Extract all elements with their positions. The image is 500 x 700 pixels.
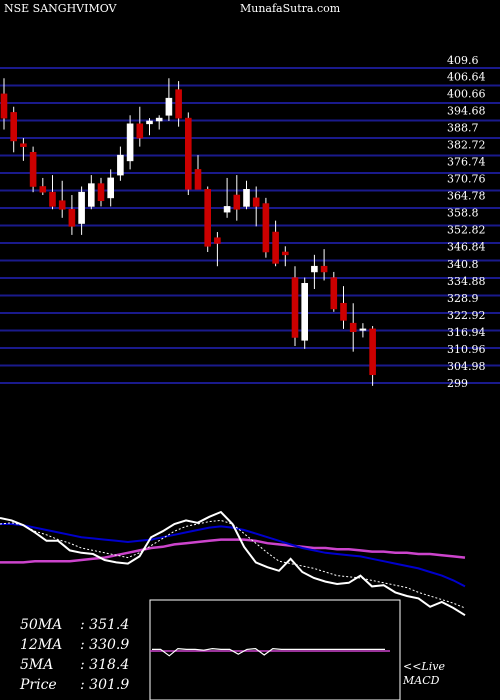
y-tick-label: 409.6	[447, 54, 479, 67]
ma-long-line	[0, 538, 466, 564]
y-tick-label: 400.66	[447, 87, 486, 100]
ma-mid-line	[0, 523, 466, 588]
bull-candle	[88, 183, 95, 207]
site-watermark: MunafaSutra.com	[240, 2, 341, 15]
y-tick-label: 364.78	[447, 190, 486, 203]
ma-row: 5MA : 318.4	[20, 657, 129, 673]
y-tick-label: 388.7	[447, 122, 479, 135]
bear-candle	[291, 277, 299, 338]
bear-candle	[10, 112, 17, 142]
y-tick-label: 304.98	[447, 360, 486, 373]
y-tick-label: 394.68	[447, 104, 486, 117]
bear-candle	[320, 265, 328, 273]
bull-candle	[243, 189, 250, 207]
bear-candle	[369, 328, 376, 376]
ma-value: : 318.4	[80, 657, 130, 673]
bear-candle	[20, 143, 27, 147]
bull-candle	[107, 177, 114, 199]
bull-candle	[78, 191, 85, 224]
bear-candle	[49, 191, 56, 207]
ma-short-line	[0, 519, 466, 609]
y-tick-label: 316.94	[447, 326, 486, 339]
y-tick-label: 299	[447, 377, 468, 390]
bull-candle	[126, 123, 134, 162]
bull-candle	[165, 97, 173, 116]
y-tick-label: 382.72	[447, 139, 486, 152]
bear-candle	[204, 189, 211, 247]
bull-candle	[311, 265, 318, 273]
y-tick-label: 358.8	[447, 207, 479, 220]
bear-candle	[349, 322, 357, 333]
bear-candle	[233, 194, 241, 210]
symbol-title: NSE SANGHVIMOV	[4, 2, 117, 15]
price-line	[0, 510, 466, 617]
bear-candle	[0, 93, 8, 119]
bear-candle	[262, 203, 270, 253]
macd-line	[152, 647, 385, 657]
bear-candle	[194, 169, 202, 190]
ma-value: : 330.9	[80, 637, 130, 653]
bull-candle	[146, 120, 153, 125]
bear-candle	[39, 186, 47, 193]
y-tick-label: 310.96	[447, 343, 486, 356]
bear-candle	[340, 302, 347, 321]
ma-label: 12MA	[20, 637, 63, 653]
bear-candle	[58, 200, 66, 210]
bear-candle	[29, 152, 37, 187]
bull-candle	[359, 328, 367, 331]
y-tick-label: 340.8	[447, 258, 479, 271]
bear-candle	[252, 197, 260, 207]
bear-candle	[330, 277, 338, 310]
ma-row: Price : 301.9	[20, 677, 129, 693]
ma-row: 12MA : 330.9	[20, 637, 129, 653]
bull-candle	[301, 283, 309, 341]
y-tick-label: 346.84	[447, 241, 486, 254]
y-tick-label: 352.82	[447, 224, 486, 237]
y-tick-label: 370.76	[447, 173, 486, 186]
bear-candle	[68, 208, 76, 227]
macd-label: MACD	[403, 674, 440, 687]
ma-label: Price	[20, 677, 57, 693]
bear-candle	[136, 123, 144, 139]
bear-candle	[97, 183, 105, 202]
bear-candle	[281, 251, 289, 256]
bull-candle	[155, 117, 163, 122]
y-tick-label: 406.64	[447, 70, 486, 83]
ma-value: : 301.9	[80, 677, 130, 693]
ma-value: : 351.4	[80, 617, 130, 633]
bear-candle	[185, 117, 192, 190]
ma-label: 50MA	[20, 617, 63, 633]
ma-row: 50MA : 351.4	[20, 617, 129, 633]
live-label: <<Live	[403, 660, 445, 673]
y-tick-label: 334.88	[447, 275, 486, 288]
bear-candle	[272, 231, 279, 264]
bull-candle	[117, 154, 124, 176]
bull-candle	[223, 206, 231, 213]
ma-label: 5MA	[20, 657, 54, 673]
y-tick-label: 376.74	[447, 156, 486, 169]
bear-candle	[214, 237, 221, 244]
y-tick-label: 328.9	[447, 292, 479, 305]
y-tick-label: 322.92	[447, 309, 486, 322]
bear-candle	[175, 89, 182, 119]
